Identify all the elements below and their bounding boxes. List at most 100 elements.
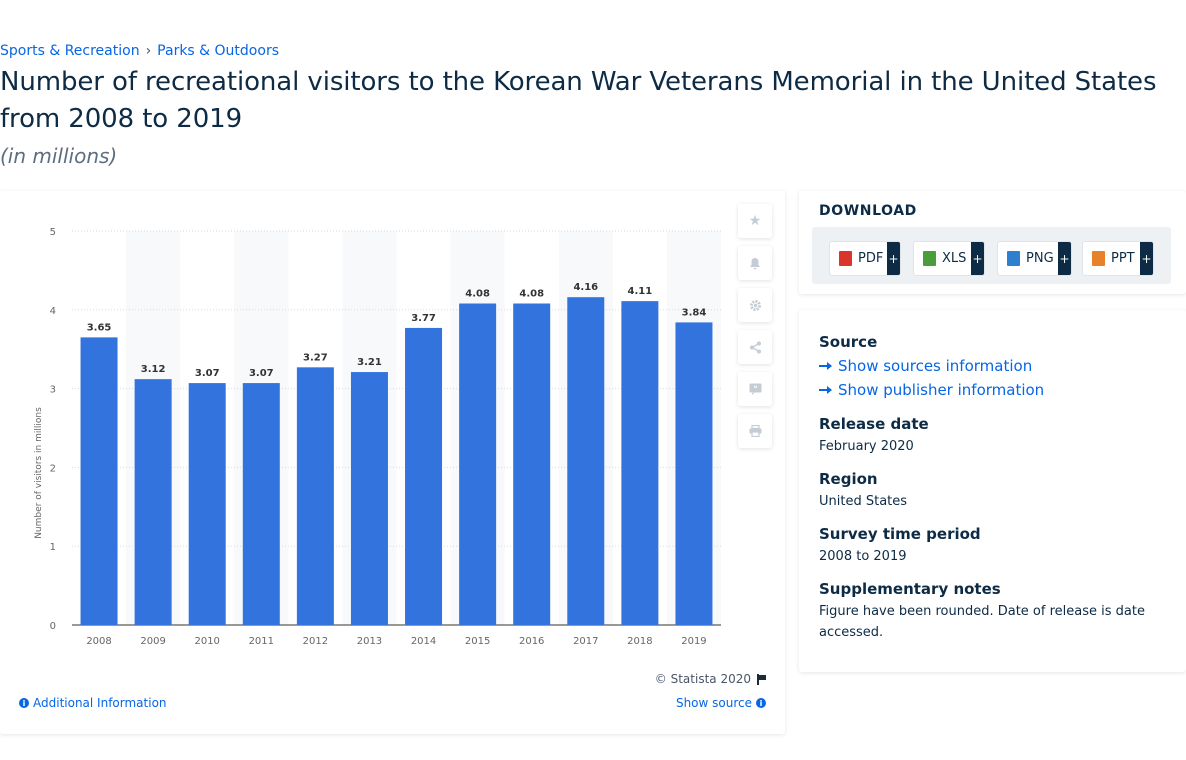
x-tick-label: 2013 — [357, 636, 382, 647]
x-tick-label: 2010 — [194, 636, 219, 647]
copyright-text: © Statista 2020 — [654, 672, 751, 686]
data-label-2009: 3.12 — [141, 364, 166, 375]
supplementary-notes-value: Figure have been rounded. Date of releas… — [819, 604, 1145, 640]
bar-2016 — [513, 303, 551, 625]
supplementary-notes-label: Supplementary notes — [819, 580, 1001, 598]
download-pdf-button[interactable]: PDF + — [829, 241, 901, 276]
show-source-link[interactable]: Show source i — [676, 696, 766, 710]
bar-2008 — [80, 337, 118, 625]
arrow-right-icon — [819, 362, 832, 370]
bar-chart: 0 1 2 3 4 5 Number of visitors in millions 3.65… — [34, 227, 721, 647]
plus-icon: + — [1140, 242, 1153, 275]
x-tick-label: 2012 — [303, 636, 328, 647]
flag-icon[interactable] — [756, 673, 767, 685]
bar-2015 — [459, 303, 497, 625]
bar-2018 — [621, 301, 659, 625]
share-icon — [749, 341, 761, 353]
data-label-2013: 3.21 — [357, 357, 382, 368]
survey-period-label: Survey time period — [819, 525, 981, 543]
additional-info-label: Additional Information — [33, 696, 167, 710]
share-button[interactable] — [738, 330, 772, 364]
download-png-button[interactable]: PNG + — [997, 241, 1072, 276]
png-file-icon — [1007, 251, 1020, 266]
arrow-right-icon — [819, 386, 832, 394]
bar-2014 — [405, 327, 443, 625]
settings-button[interactable] — [738, 288, 772, 322]
x-tick-label: 2018 — [627, 636, 652, 647]
bell-icon — [750, 257, 760, 269]
show-sources-link[interactable]: Show sources information — [819, 357, 1032, 375]
release-date-value: February 2020 — [819, 439, 914, 454]
survey-period-value: 2008 to 2019 — [819, 549, 907, 564]
gear-icon — [749, 299, 761, 311]
download-card: DOWNLOAD PDF + XLS + PNG + PPT + — [799, 191, 1186, 294]
xls-file-icon — [923, 251, 936, 266]
y-tick-label: 4 — [50, 306, 56, 317]
show-sources-label: Show sources information — [838, 357, 1033, 375]
x-tick-label: 2009 — [140, 636, 165, 647]
x-tick-label: 2015 — [465, 636, 490, 647]
page-title: Number of recreational visitors to the K… — [0, 67, 1157, 134]
info-icon: i — [756, 698, 766, 708]
download-xls-label: XLS — [942, 251, 967, 266]
bar-2009 — [134, 379, 172, 625]
data-label-2010: 3.07 — [195, 368, 220, 379]
notify-button[interactable] — [738, 246, 772, 280]
data-label-2017: 4.16 — [573, 282, 598, 293]
details-card: Source Show sources information Show pub… — [799, 310, 1186, 672]
data-label-2019: 3.84 — [682, 307, 707, 318]
bar-2012 — [296, 367, 334, 625]
quote-icon: ❝ — [749, 383, 761, 395]
x-tick-label: 2014 — [411, 636, 436, 647]
download-png-label: PNG — [1026, 251, 1054, 266]
download-ppt-label: PPT — [1111, 251, 1135, 266]
svg-text:❝: ❝ — [753, 385, 757, 393]
y-tick-label: 1 — [50, 542, 56, 553]
data-label-2018: 4.11 — [628, 286, 653, 297]
data-label-2008: 3.65 — [87, 322, 112, 333]
download-pdf-label: PDF — [858, 251, 884, 266]
breadcrumb-separator: › — [145, 43, 152, 59]
breadcrumb-link-sports[interactable]: Sports & Recreation — [0, 43, 140, 59]
plus-icon: + — [887, 242, 900, 275]
breadcrumb-link-parks[interactable]: Parks & Outdoors — [157, 43, 279, 59]
print-button[interactable] — [738, 414, 772, 448]
download-bar: PDF + XLS + PNG + PPT + — [812, 227, 1171, 284]
data-label-2014: 3.77 — [411, 313, 436, 324]
x-tick-label: 2011 — [249, 636, 274, 647]
star-icon: ★ — [748, 213, 762, 229]
release-date-label: Release date — [819, 415, 929, 433]
show-publisher-link[interactable]: Show publisher information — [819, 381, 1044, 399]
x-tick-label: 2017 — [573, 636, 598, 647]
cite-button[interactable]: ❝ — [738, 372, 772, 406]
chart-card: 0 1 2 3 4 5 Number of visitors in millions 3.65… — [0, 191, 785, 734]
chart-toolbar: ★ ❝ — [738, 204, 772, 456]
bar-2017 — [567, 297, 605, 625]
bar-2010 — [188, 383, 226, 625]
data-label-2012: 3.27 — [303, 352, 328, 363]
data-label-2011: 3.07 — [249, 368, 274, 379]
y-tick-label: 3 — [50, 385, 56, 396]
pdf-file-icon — [839, 251, 852, 266]
additional-info-link[interactable]: i Additional Information — [19, 696, 167, 710]
x-tick-label: 2019 — [681, 636, 706, 647]
page-subtitle: (in millions) — [0, 144, 118, 168]
favorite-button[interactable]: ★ — [738, 204, 772, 238]
bar-2019 — [675, 322, 713, 625]
bar-2013 — [350, 372, 388, 625]
y-tick-label: 5 — [50, 227, 56, 238]
plus-icon: + — [1058, 242, 1071, 275]
x-tick-label: 2016 — [519, 636, 544, 647]
region-value: United States — [819, 494, 908, 509]
breadcrumb: Sports & Recreation › Parks & Outdoors — [0, 43, 279, 59]
data-label-2016: 4.08 — [519, 288, 544, 299]
source-label: Source — [819, 333, 878, 351]
download-ppt-button[interactable]: PPT + — [1082, 241, 1154, 276]
download-xls-button[interactable]: XLS + — [913, 241, 985, 276]
y-tick-label: 2 — [50, 463, 56, 474]
plus-icon: + — [971, 242, 984, 275]
bar-2011 — [242, 383, 280, 625]
y-tick-label: 0 — [50, 621, 56, 632]
copyright-notice: © Statista 2020 — [655, 672, 767, 686]
region-label: Region — [819, 470, 878, 488]
